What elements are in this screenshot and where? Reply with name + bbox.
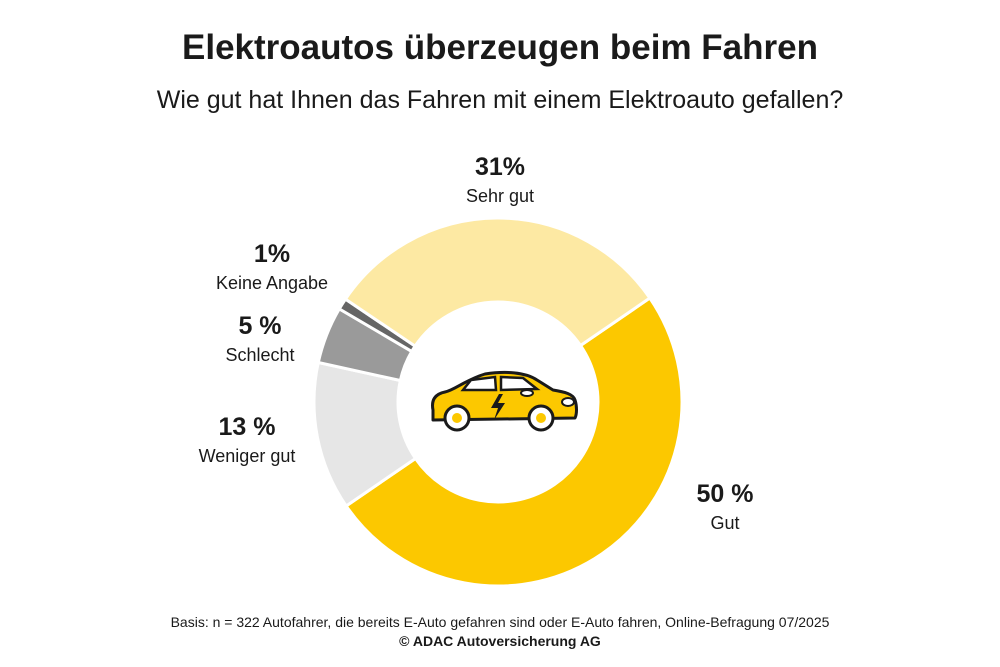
cat-gut: Gut <box>710 513 740 533</box>
label-sehr-gut: 31% Sehr gut <box>420 153 580 207</box>
pct-weniger-gut: 13 % <box>218 413 276 441</box>
cat-weniger-gut: Weniger gut <box>198 446 296 466</box>
pct-schlecht: 5 % <box>238 312 282 340</box>
pct-gut: 50 % <box>696 480 754 508</box>
label-schlecht: 5 % Schlecht <box>180 312 340 366</box>
label-gut: 50 % Gut <box>645 480 805 534</box>
pct-sehr-gut: 31% <box>474 153 526 181</box>
label-keine-angabe: 1% Keine Angabe <box>192 240 352 294</box>
cat-sehr-gut: Sehr gut <box>465 186 535 206</box>
slice-sehr-gut <box>343 216 652 349</box>
cat-keine-angabe: Keine Angabe <box>215 273 329 293</box>
cat-schlecht: Schlecht <box>225 345 295 365</box>
chart-subtitle: Wie gut hat Ihnen das Fahren mit einem E… <box>156 86 844 114</box>
footer-copyright: © ADAC Autoversicherung AG <box>399 633 601 649</box>
pct-keine-angabe: 1% <box>253 240 291 268</box>
label-weniger-gut: 13 % Weniger gut <box>167 413 327 467</box>
footer-basis: Basis: n = 322 Autofahrer, die bereits E… <box>170 614 830 630</box>
electric-car-icon <box>431 370 578 432</box>
chart-title: Elektroautos überzeugen beim Fahren <box>182 28 818 67</box>
slice-gut <box>344 295 684 588</box>
